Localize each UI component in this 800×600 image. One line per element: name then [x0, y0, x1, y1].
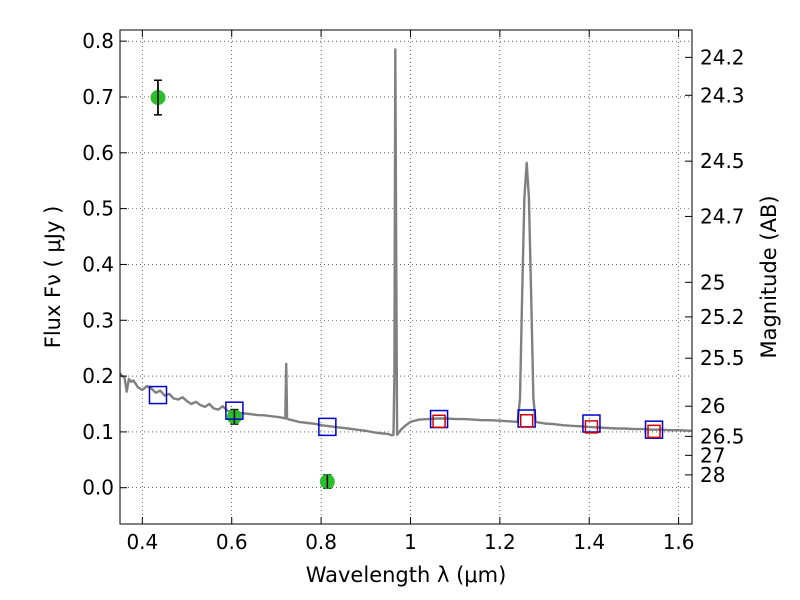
observed-square-marker — [584, 420, 599, 434]
mag-tick-label: 28 — [700, 463, 725, 487]
x-tick-label: 1 — [404, 530, 417, 554]
model-square-marker — [318, 417, 337, 437]
y-axis-label: Flux Fν ( μJy ) — [41, 206, 65, 349]
x-tick-label: 1.4 — [573, 530, 605, 554]
observed-square-marker — [647, 424, 661, 439]
y-tick-label: 0.2 — [82, 364, 114, 388]
mag-tick-label: 24.7 — [700, 204, 745, 228]
observed-square-marker — [519, 413, 534, 428]
mag-tick-label: 24.2 — [700, 45, 745, 69]
x-tick-label: 1.2 — [484, 530, 516, 554]
mag-tick-label: 27 — [700, 443, 725, 467]
plot-frame — [119, 29, 693, 525]
y-tick-label: 0.3 — [82, 308, 114, 332]
y-tick-label: 0.7 — [82, 85, 114, 109]
mag-tick-label: 24.3 — [700, 83, 745, 107]
mag-tick-label: 26 — [700, 394, 725, 418]
y-tick-label: 0.8 — [82, 29, 114, 53]
x-axis-label: Wavelength λ (μm) — [306, 563, 507, 587]
y2-axis-label: Magnitude (AB) — [757, 195, 781, 358]
model-square-marker — [225, 401, 244, 420]
y-tick-label: 0.0 — [82, 476, 114, 500]
x-tick-label: 0.6 — [216, 530, 248, 554]
plot-area — [120, 48, 692, 490]
model-square-marker — [148, 385, 168, 405]
mag-tick-label: 25.5 — [700, 346, 745, 370]
mag-tick-label: 26.5 — [700, 424, 745, 448]
mag-tick-label: 24.5 — [700, 149, 745, 173]
mag-tick-label: 25 — [700, 270, 725, 294]
mag-tick-label: 25.2 — [700, 305, 745, 329]
observed-square-marker — [432, 414, 446, 429]
model-square-marker — [644, 420, 664, 439]
y-tick-label: 0.5 — [82, 197, 114, 221]
y-tick-label: 0.1 — [82, 420, 114, 444]
tick-labels: 0.4 0.6 0.8 1 1.2 1.4 1.6 0.0 0.1 0.2 0.3 0.4 0.5 0.6… — [82, 29, 744, 554]
x-tick-label: 1.6 — [663, 530, 695, 554]
y-tick-label: 0.4 — [82, 252, 114, 276]
data-layer — [120, 48, 692, 490]
x-tick-label: 0.4 — [126, 530, 158, 554]
model-square-marker — [582, 414, 601, 433]
ticks — [120, 30, 692, 524]
y-tick-label: 0.6 — [82, 141, 114, 165]
x-tick-label: 0.8 — [305, 530, 337, 554]
sed-model-line — [120, 48, 692, 437]
